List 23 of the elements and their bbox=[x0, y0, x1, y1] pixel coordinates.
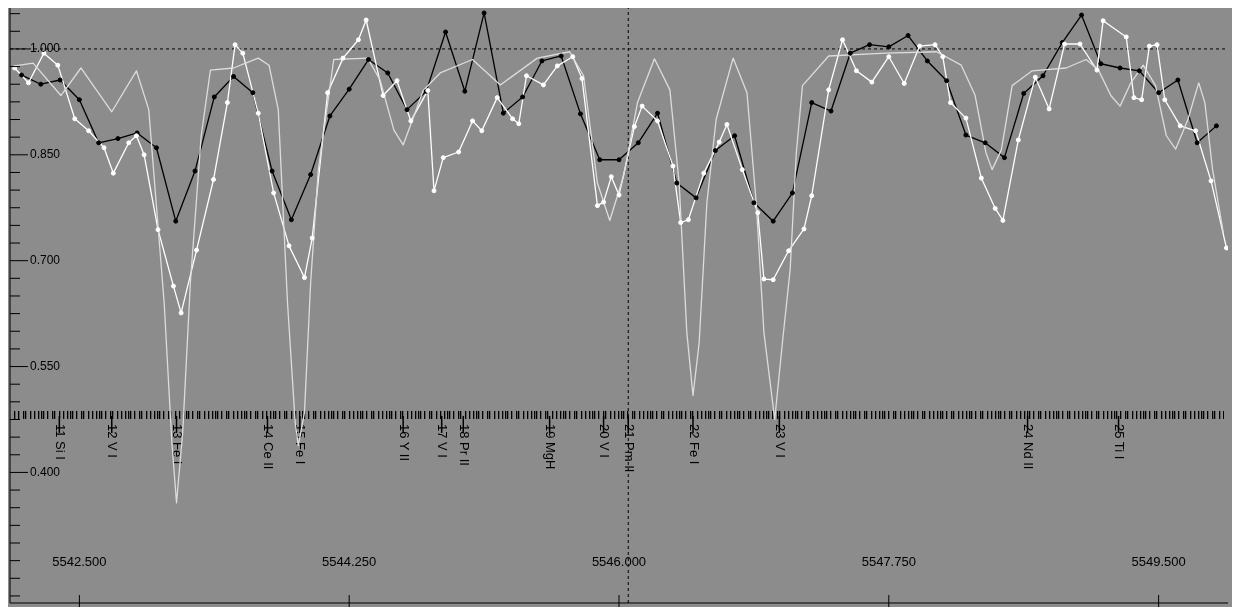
y-tick-label: 0.700 bbox=[30, 252, 61, 267]
y-tick-label: 1.000 bbox=[30, 41, 61, 56]
ref-line-label: 25 Ti I bbox=[1112, 423, 1128, 460]
ref-line-label: 17 V I bbox=[435, 423, 451, 458]
ref-line-label: 21 Pm II bbox=[621, 423, 637, 473]
ref-line-label: 20 V I bbox=[597, 423, 613, 458]
ref-line-label: 16 Y II bbox=[396, 423, 412, 462]
ref-line-label: 22 Fe I bbox=[686, 423, 702, 465]
y-tick-label: 0.400 bbox=[30, 464, 61, 479]
y-tick-label: 0.550 bbox=[30, 358, 61, 373]
x-tick-label: 5549.500 bbox=[1131, 554, 1186, 570]
x-tick-label: 5544.250 bbox=[322, 554, 377, 570]
ref-line-label: 12 V I bbox=[105, 423, 121, 458]
ref-line-label: 14 Ce II bbox=[261, 423, 277, 470]
ref-line-label: 11 Si I bbox=[52, 423, 68, 460]
ref-line-label: 23 V I bbox=[772, 423, 788, 458]
ref-line-label: 18 Pr II bbox=[456, 423, 472, 466]
ref-line-label: 19 MgH bbox=[543, 423, 559, 470]
x-tick-label: 5547.750 bbox=[861, 554, 916, 570]
x-tick-label: 5546.000 bbox=[591, 554, 647, 570]
x-tick-label: 5542.500 bbox=[52, 554, 107, 570]
y-tick-label: 0.850 bbox=[30, 146, 61, 161]
ref-line-label: 24 Nd II bbox=[1021, 423, 1037, 470]
